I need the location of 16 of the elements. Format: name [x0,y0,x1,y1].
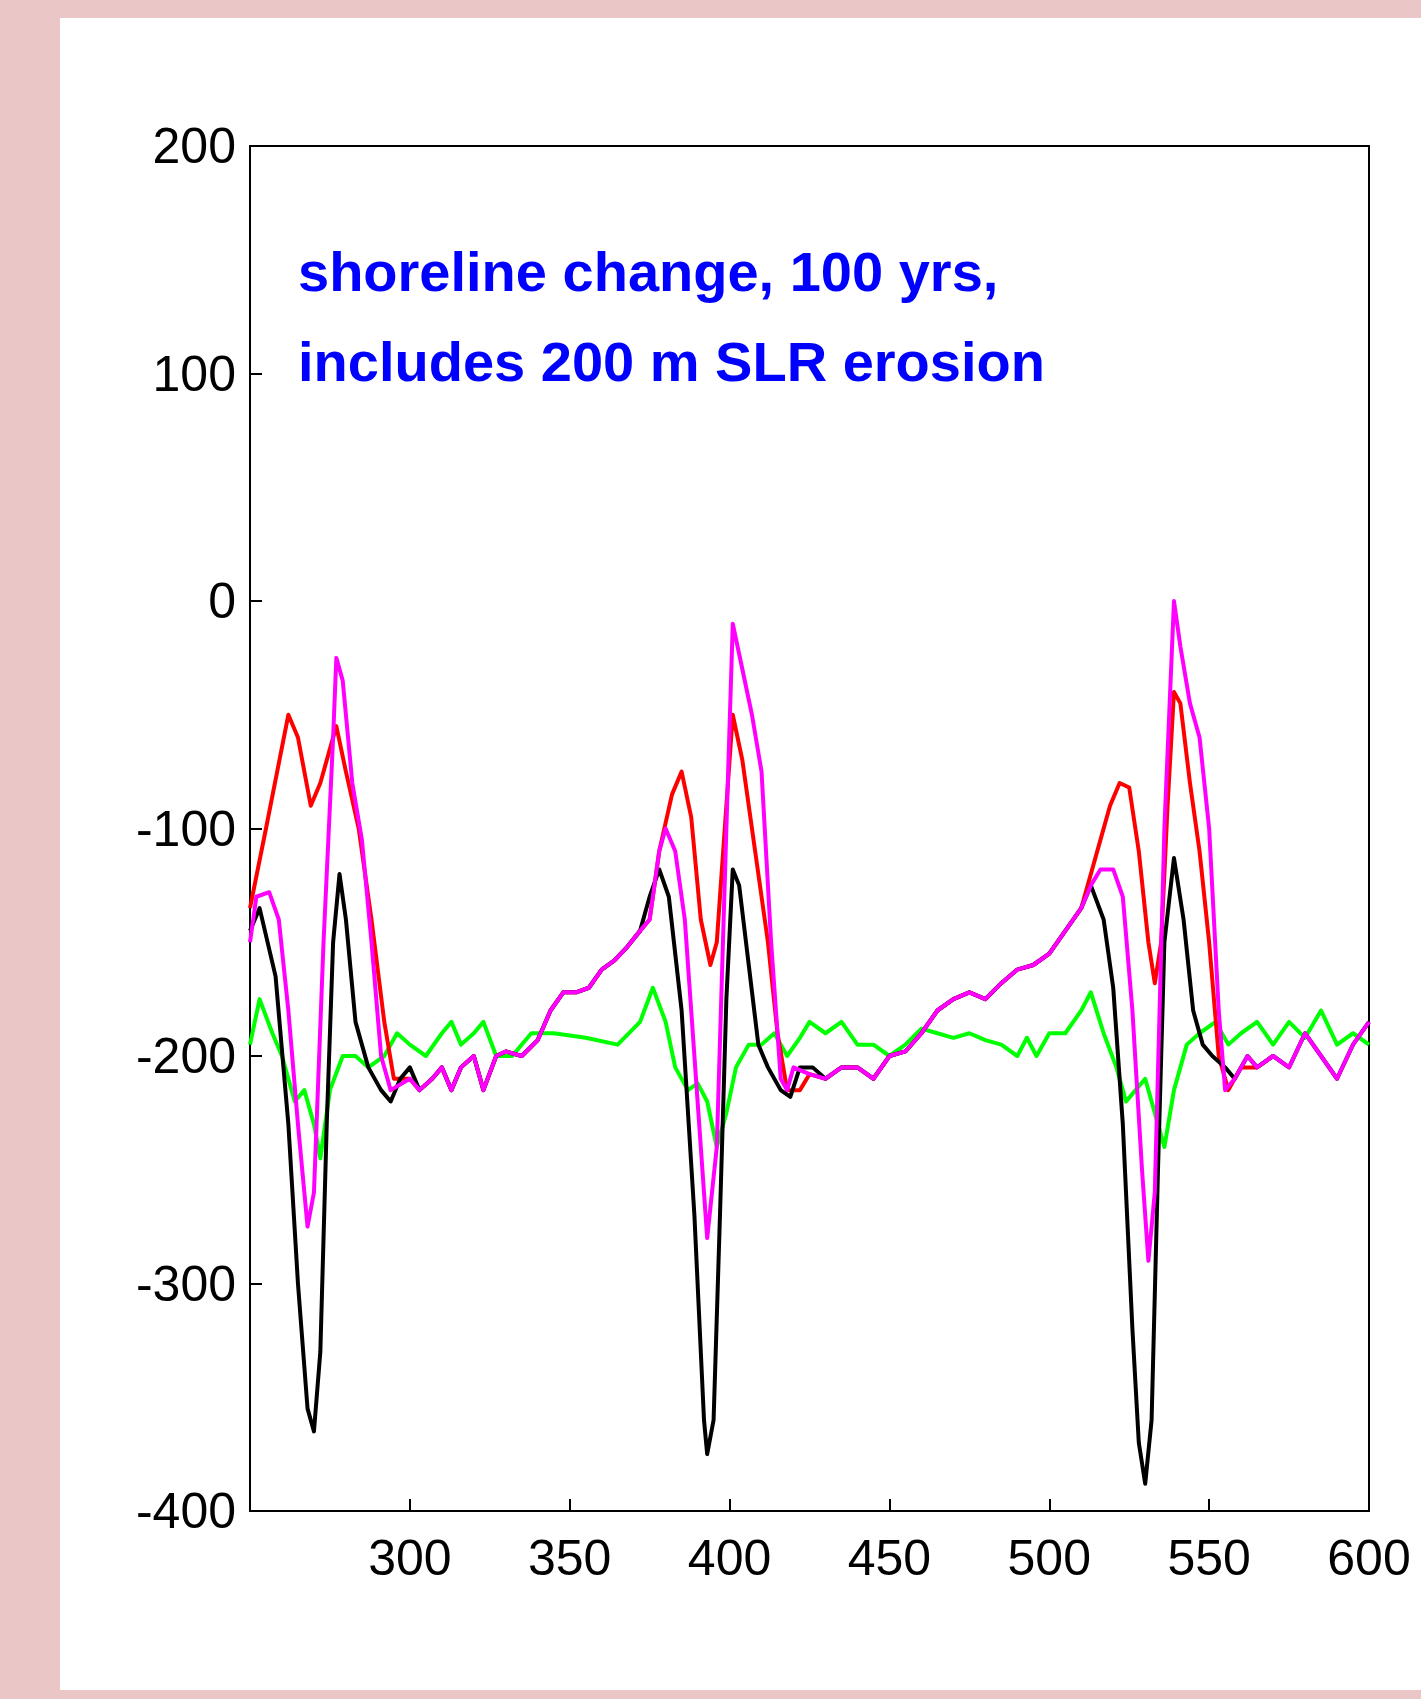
x-tick-label: 400 [687,1530,772,1586]
y-tick-label: 100 [152,345,236,402]
x-tick-label: 600 [1327,1530,1411,1586]
annotation: shoreline change, 100 yrs, includes 200 m SLR erosion [298,239,1045,393]
x-tick-label: 300 [368,1530,452,1586]
x-tick-label: 350 [528,1530,612,1586]
x-tick-label: 550 [1167,1530,1251,1586]
y-tick-label: -100 [135,800,236,857]
y-tick-label: -400 [135,1483,236,1539]
x-tick-label: 500 [1007,1530,1091,1586]
y-tick-label: 200 [152,118,236,174]
y-tick-label: 0 [208,573,236,629]
y-tick-label: -200 [135,1028,236,1084]
line-series [248,599,1371,1263]
y-tick-label: -300 [135,1255,236,1312]
x-tick-label: 450 [847,1530,932,1586]
